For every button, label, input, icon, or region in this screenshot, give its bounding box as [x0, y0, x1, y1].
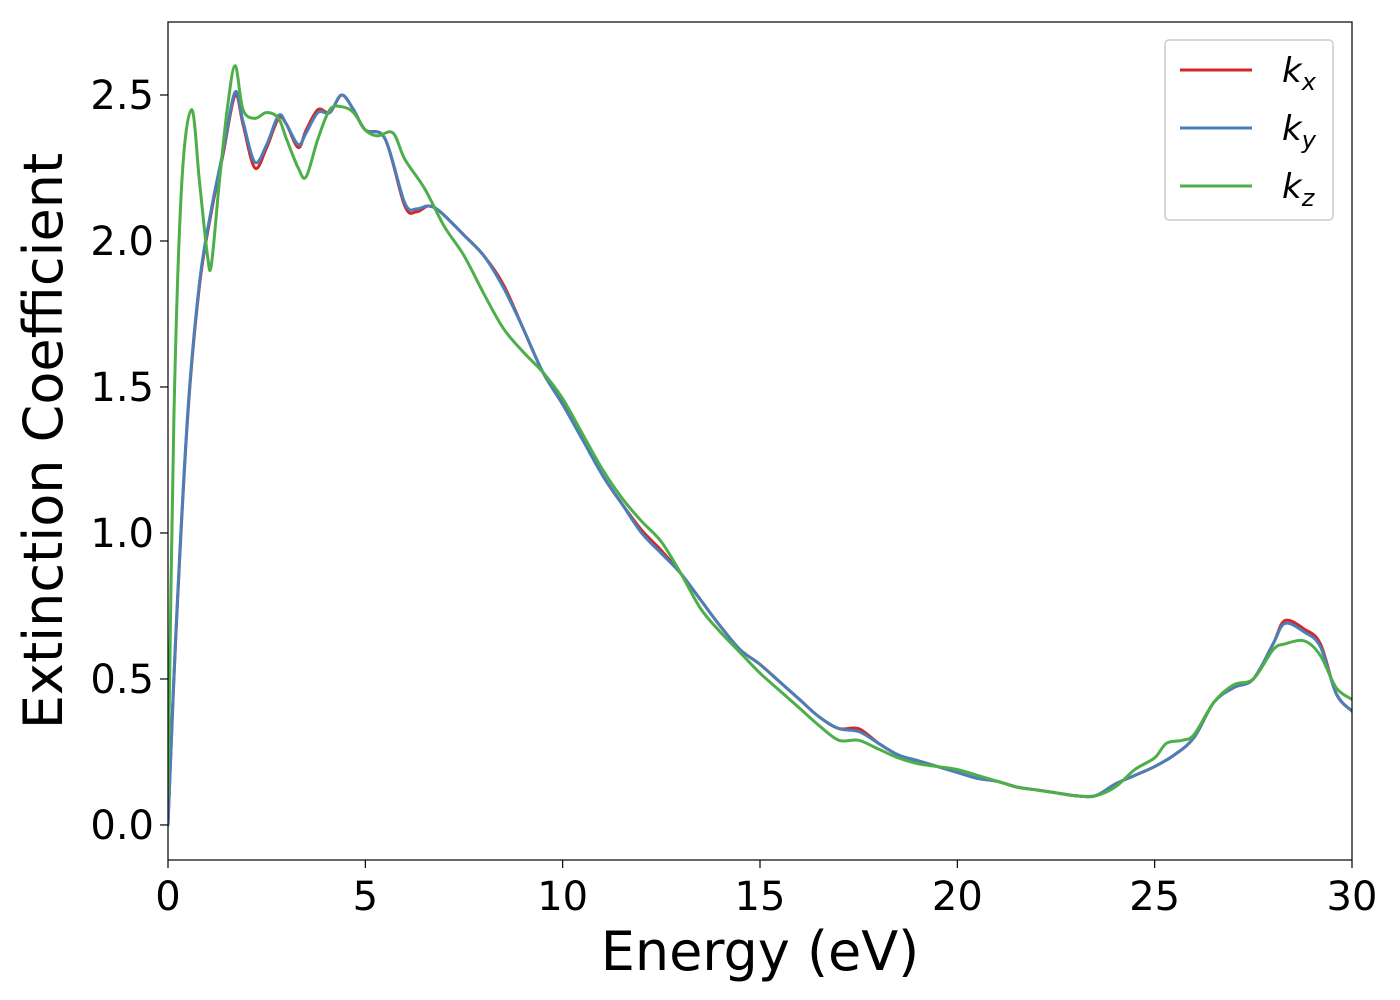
x-axis-title: Energy (eV)	[601, 920, 920, 983]
x-tick-label: 5	[353, 874, 378, 920]
x-tick-label: 0	[155, 874, 180, 920]
legend-frame	[1164, 39, 1334, 221]
x-tick-label: 15	[735, 874, 786, 920]
y-tick-label: 1.0	[90, 511, 154, 557]
series-line-z	[168, 64, 1352, 799]
y-axis-ticks: 0.0 0.5 1.0 1.5 2.0 2.5	[90, 73, 168, 849]
y-tick-label: 2.0	[90, 219, 154, 265]
legend: kx ky kz	[1164, 39, 1334, 221]
y-tick-label: 2.5	[90, 73, 154, 119]
plot-background	[168, 22, 1352, 860]
series-layer	[168, 64, 1352, 827]
legend-label-z: kz	[1282, 167, 1316, 212]
legend-label-y: ky	[1282, 109, 1317, 154]
x-axis-ticks: 0 5 10 15 20 25 30	[155, 860, 1377, 920]
x-tick-label: 30	[1327, 874, 1378, 920]
y-tick-label: 1.5	[90, 365, 154, 411]
series-line-y	[168, 89, 1352, 827]
y-tick-label: 0.5	[90, 657, 154, 703]
x-tick-label: 20	[932, 874, 983, 920]
legend-label-x: kx	[1282, 51, 1317, 96]
y-axis-title: Extinction Coefficient	[12, 153, 75, 729]
y-tick-label: 0.0	[90, 803, 154, 849]
x-tick-label: 25	[1129, 874, 1180, 920]
x-tick-label: 10	[537, 874, 588, 920]
